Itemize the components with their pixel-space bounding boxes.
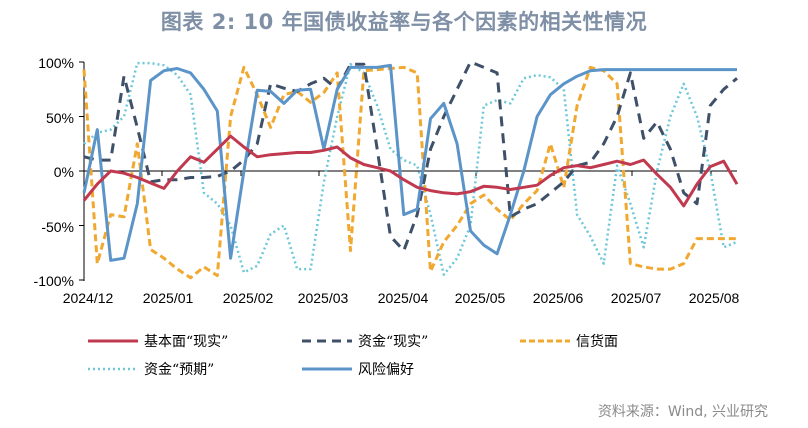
x-tick-label: 2024/12 — [62, 290, 114, 306]
legend-item-fundamentals-reality: 基本面“现实” — [86, 331, 228, 351]
x-tick-label: 2025/05 — [454, 290, 506, 306]
x-tick-label: 2025/07 — [610, 290, 662, 306]
legend-label: 信货面 — [576, 334, 618, 350]
legend-item-funds-reality: 资金“现实” — [300, 331, 428, 351]
x-tick-label: 2025/04 — [377, 290, 429, 306]
solid-line-swatch-icon — [88, 339, 138, 343]
legend-label: 资金“现实” — [358, 334, 429, 350]
series-line — [82, 63, 737, 262]
y-tick-label: 100% — [38, 55, 74, 71]
x-tick-label: 2025/06 — [532, 290, 584, 306]
source-note: 资料来源：Wind, 兴业研究 — [597, 404, 768, 420]
solid-line-swatch-icon — [302, 367, 352, 371]
series-line — [82, 65, 737, 280]
legend-label: 风险偏好 — [358, 362, 414, 378]
series-line — [83, 61, 738, 276]
series-line — [82, 134, 739, 208]
x-tick-label: 2025/03 — [297, 290, 349, 306]
legend-label: 资金“预期” — [144, 362, 215, 378]
legend-label: 基本面“现实” — [144, 334, 229, 350]
chart-title: 图表 2: 10 年国债收益率与各个因素的相关性情况 — [160, 10, 648, 34]
y-tick-label: 50% — [45, 110, 74, 126]
dot-line-swatch-icon — [88, 367, 138, 371]
series-layer — [82, 60, 739, 280]
dash-line-swatch-icon — [302, 339, 352, 343]
x-tick-label: 2025/08 — [688, 290, 740, 306]
legend-item-funds-expectation: 资金“预期” — [86, 359, 214, 379]
legend-item-credit: 信货面 — [518, 331, 618, 351]
legend-item-risk-appetite: 风险偏好 — [300, 359, 414, 379]
x-tick-label: 2025/02 — [222, 290, 274, 306]
y-tick-label: -50% — [41, 219, 74, 235]
y-tick-label: -100% — [33, 273, 74, 289]
dash-line-swatch-icon — [520, 339, 570, 343]
x-tick-label: 2025/01 — [142, 290, 194, 306]
y-tick-label: 0% — [53, 164, 74, 180]
series-line — [83, 60, 738, 253]
